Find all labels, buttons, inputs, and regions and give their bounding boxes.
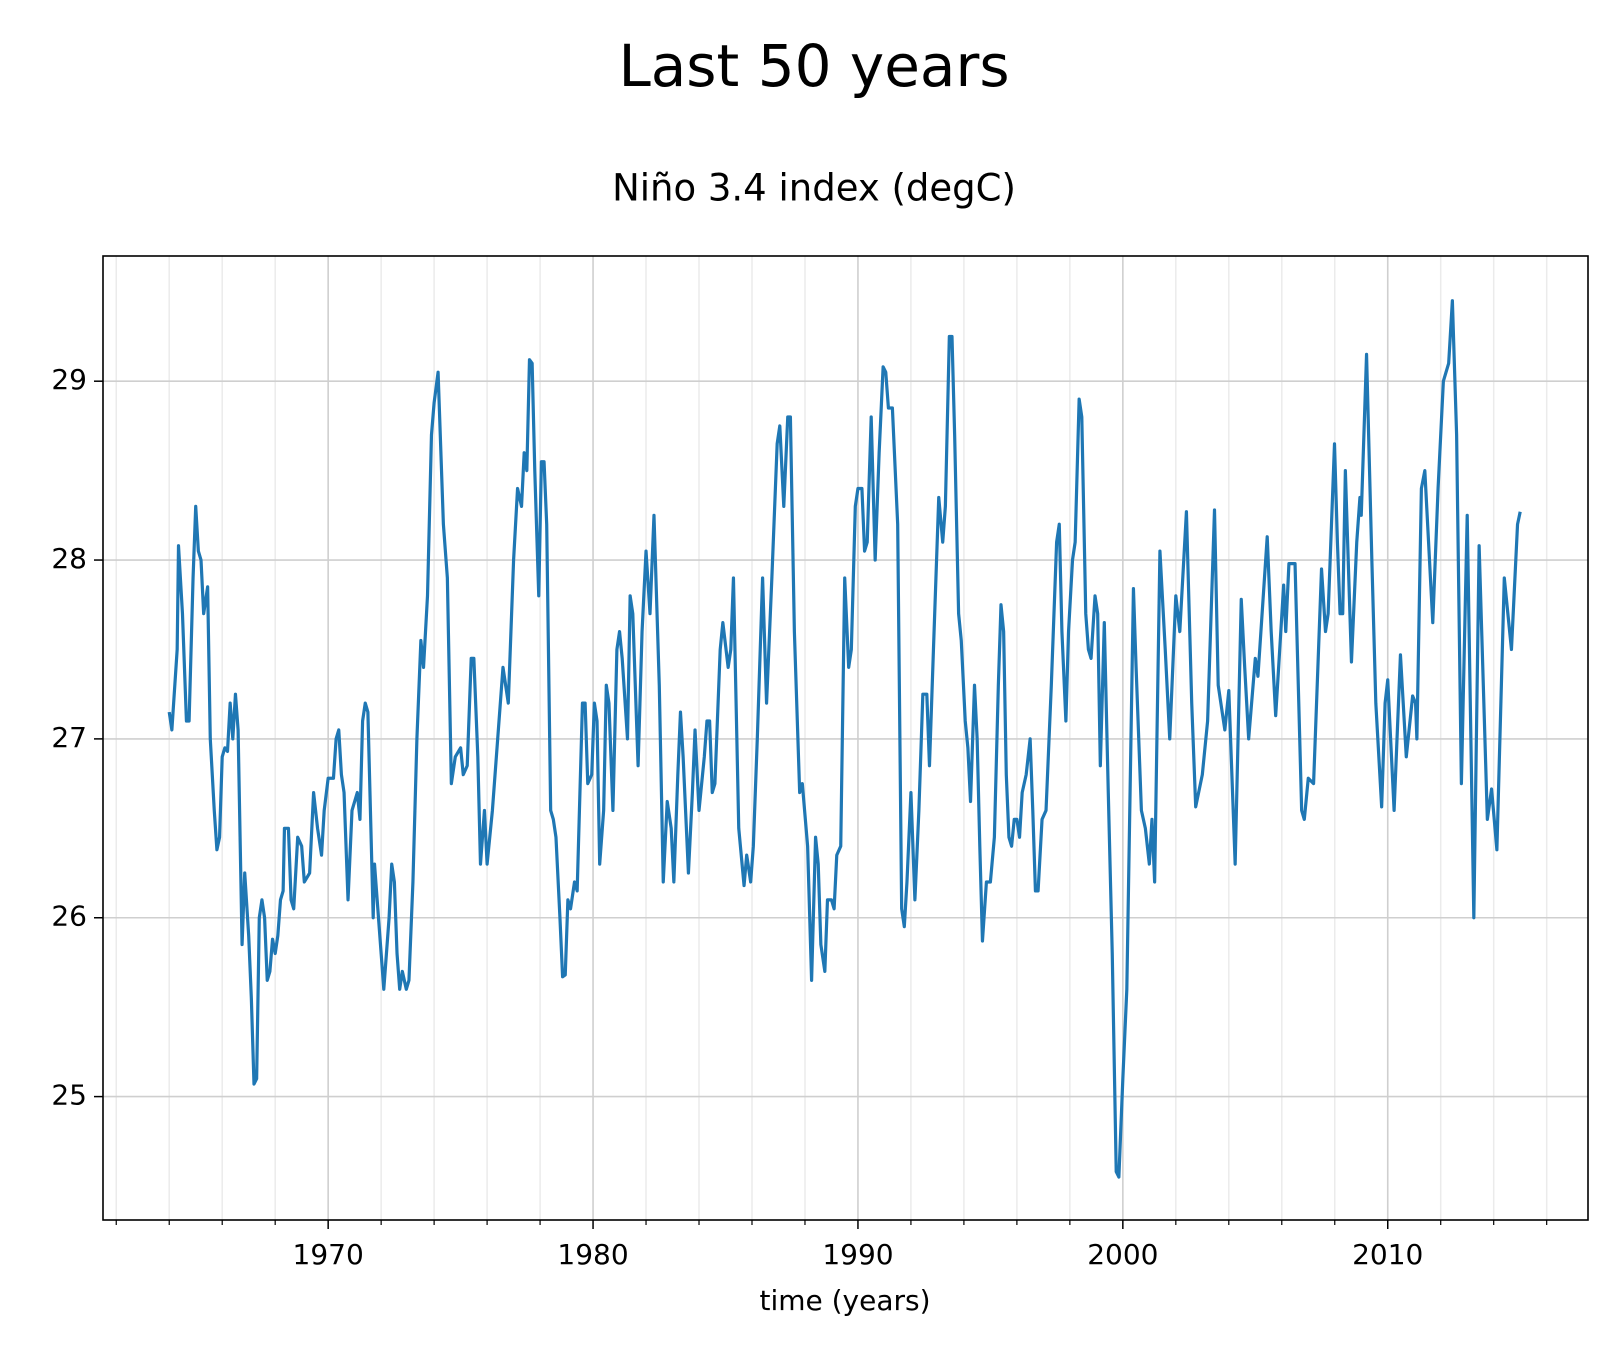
chart-subtitle: Niño 3.4 index (degC)	[612, 167, 1016, 210]
y-tick-label: 28	[51, 542, 87, 575]
x-tick-label: 1990	[822, 1238, 893, 1271]
y-tick-label: 25	[51, 1079, 87, 1112]
plot-frame	[102, 255, 1589, 1221]
data-line	[167, 299, 1522, 1179]
x-tick-label: 1980	[557, 1238, 628, 1271]
y-tick-label: 29	[51, 363, 87, 396]
x-tick-label: 2010	[1352, 1238, 1423, 1271]
x-tick-label: 2000	[1087, 1238, 1158, 1271]
y-tick-label: 26	[51, 900, 87, 933]
x-axis-label: time (years)	[759, 1284, 930, 1317]
chart-title: Last 50 years	[618, 32, 1009, 100]
x-tick-label: 1970	[293, 1238, 364, 1271]
y-tick-label: 27	[51, 721, 87, 754]
